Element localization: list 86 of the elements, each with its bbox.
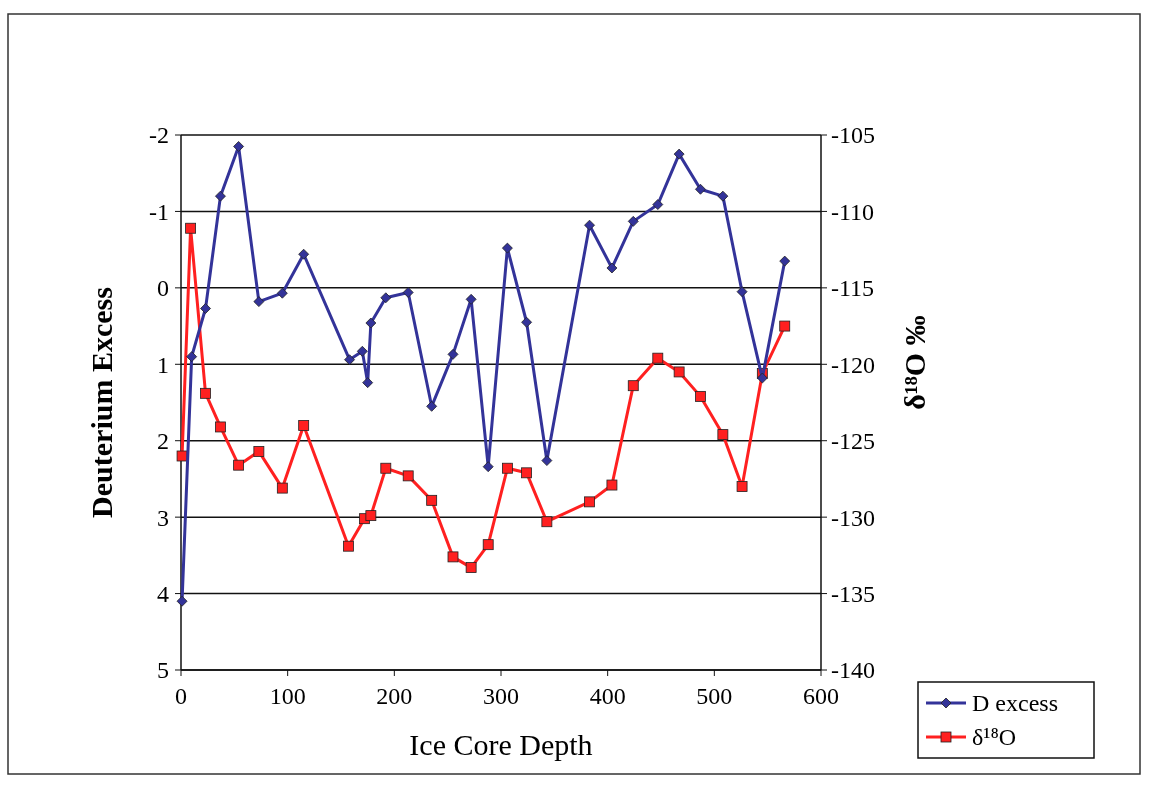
y2-axis-title: δ¹⁸O ‰ xyxy=(898,315,931,410)
x-axis-title: Ice Core Depth xyxy=(409,728,593,761)
y2-tick-label: -105 xyxy=(831,122,875,149)
point xyxy=(356,345,368,357)
point xyxy=(200,387,211,399)
y-tick-label: 1 xyxy=(157,351,169,378)
y-tick-label: 2 xyxy=(157,428,169,455)
x-tick-label: 400 xyxy=(589,683,626,709)
point xyxy=(298,248,310,260)
point xyxy=(673,366,685,378)
point xyxy=(736,481,748,492)
point xyxy=(627,215,639,227)
point xyxy=(756,372,768,384)
point xyxy=(465,562,477,573)
point xyxy=(380,292,392,304)
point xyxy=(541,516,553,528)
point xyxy=(606,479,618,491)
point xyxy=(276,287,288,299)
point xyxy=(253,296,265,308)
point xyxy=(652,352,664,364)
point xyxy=(652,199,664,210)
point xyxy=(779,255,791,267)
point xyxy=(215,421,226,433)
point xyxy=(717,429,729,440)
y2-tick-label: -140 xyxy=(831,657,875,684)
point xyxy=(673,148,685,160)
point xyxy=(233,459,244,471)
y-tick-label: -1 xyxy=(149,198,169,225)
point xyxy=(186,351,198,363)
point xyxy=(365,510,377,522)
y2-tick-label: -115 xyxy=(831,275,875,302)
point xyxy=(695,183,706,195)
point xyxy=(695,390,706,402)
point xyxy=(402,470,414,482)
point xyxy=(426,494,438,506)
point xyxy=(253,446,265,457)
point xyxy=(736,286,748,298)
y2-tick-label: -125 xyxy=(831,428,875,455)
point xyxy=(502,462,513,474)
point xyxy=(465,293,477,305)
point xyxy=(200,303,211,314)
point xyxy=(584,219,595,231)
point xyxy=(502,242,513,254)
point xyxy=(365,317,377,329)
y2-tick-label: -120 xyxy=(831,351,875,378)
point xyxy=(298,420,310,431)
point xyxy=(402,287,414,298)
point xyxy=(584,496,595,508)
point xyxy=(627,380,639,392)
legend-label: D excess xyxy=(972,690,1058,717)
point xyxy=(541,455,553,466)
x-tick-label: 200 xyxy=(376,683,413,709)
x-tick-label: 500 xyxy=(696,683,733,709)
y-tick-label: 4 xyxy=(157,580,169,607)
point xyxy=(344,354,355,366)
point xyxy=(233,141,244,152)
point xyxy=(185,222,196,234)
point xyxy=(482,539,494,551)
y2-tick-label: -135 xyxy=(831,580,875,607)
point xyxy=(380,462,392,474)
point xyxy=(215,190,226,202)
y-tick-label: 0 xyxy=(157,275,169,302)
x-tick-label: 100 xyxy=(269,683,306,709)
point xyxy=(343,540,354,552)
point xyxy=(447,551,459,563)
point xyxy=(362,377,374,389)
point xyxy=(276,482,288,494)
point xyxy=(521,467,532,479)
point xyxy=(447,348,459,360)
x-tick-label: 0 xyxy=(175,683,187,709)
y2-tick-label: -110 xyxy=(831,198,875,225)
x-tick-label: 300 xyxy=(483,683,519,709)
point xyxy=(606,262,618,274)
legend-label: δ¹⁸O xyxy=(972,724,1017,751)
point xyxy=(717,190,729,202)
point xyxy=(426,400,438,412)
point xyxy=(779,320,791,332)
point xyxy=(482,461,494,473)
y-tick-label: -2 xyxy=(149,122,169,149)
y-axis-title: Deuterium Excess xyxy=(85,287,118,518)
x-tick-label: 600 xyxy=(803,683,839,709)
y2-tick-label: -130 xyxy=(831,504,875,531)
point xyxy=(176,450,188,462)
point xyxy=(521,316,532,328)
y-tick-label: 3 xyxy=(157,504,169,531)
y-tick-label: 5 xyxy=(157,657,169,684)
